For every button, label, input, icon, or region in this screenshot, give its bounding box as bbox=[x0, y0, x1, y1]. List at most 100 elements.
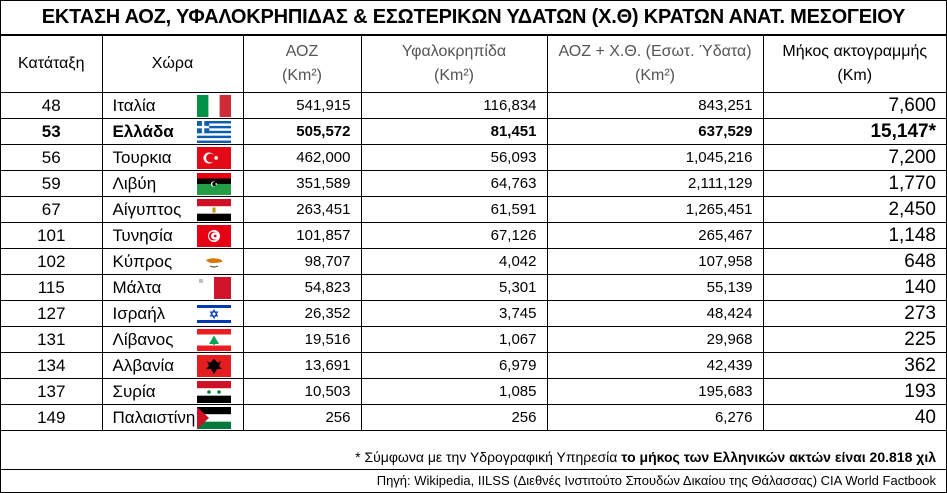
header-eez-inner-line2: (Km²) bbox=[635, 67, 675, 84]
coastline-cell-text: 15,147* bbox=[870, 120, 936, 142]
coastline-cell-text: 7,200 bbox=[888, 146, 936, 168]
shelf-cell: 3,745 bbox=[360, 300, 548, 327]
rank-cell-text: 134 bbox=[37, 355, 66, 375]
eez-cell: 101,857 bbox=[242, 222, 362, 249]
eez-cell-text: 98,707 bbox=[304, 253, 351, 270]
table-row: 131 Λίβανος 19,516 1,067 29,968 225 bbox=[1, 326, 946, 353]
eez-inner-cell-text: 843,251 bbox=[698, 97, 753, 114]
rank-cell-text: 131 bbox=[37, 329, 66, 349]
eez-cell-text: 54,823 bbox=[304, 279, 351, 296]
country-cell: Τουρκια bbox=[101, 144, 244, 171]
shelf-cell: 67,126 bbox=[360, 222, 548, 249]
eez-cell: 98,707 bbox=[242, 248, 362, 275]
country-cell-text: Συρία bbox=[112, 381, 156, 401]
egypt-flag bbox=[196, 199, 231, 221]
palestine-flag bbox=[196, 407, 231, 429]
shelf-cell-text: 6,979 bbox=[498, 357, 537, 374]
eez-inner-cell-text: 29,968 bbox=[706, 331, 753, 348]
header-coast-line2: (Km) bbox=[837, 67, 873, 84]
syria-flag bbox=[196, 381, 231, 403]
eez-inner-cell: 2,111,129 bbox=[546, 170, 764, 197]
country-cell-text: Μάλτα bbox=[112, 277, 162, 297]
eez-cell-text: 505,572 bbox=[296, 123, 351, 140]
country-cell-text: Κύπρος bbox=[112, 251, 173, 271]
rank-cell: 48 bbox=[1, 92, 103, 119]
shelf-cell: 116,834 bbox=[360, 92, 548, 119]
eez-inner-cell-text: 2,111,129 bbox=[687, 175, 753, 192]
country-cell: Αίγυπτος bbox=[101, 196, 244, 223]
table-row: 53 Ελλάδα 505,572 81,451 637,529 15,147* bbox=[1, 118, 946, 145]
shelf-cell: 61,591 bbox=[360, 196, 548, 223]
country-cell-text: Ισραήλ bbox=[112, 303, 166, 323]
shelf-cell-text: 4,042 bbox=[498, 253, 537, 270]
eez-inner-cell: 48,424 bbox=[546, 300, 764, 327]
eez-cell-text: 26,352 bbox=[304, 305, 351, 322]
eez-inner-cell: 265,467 bbox=[546, 222, 764, 249]
eez-cell-text: 256 bbox=[325, 409, 351, 426]
table-row: 101 Τυνησία 101,857 67,126 265,467 1,148 bbox=[1, 222, 946, 249]
rank-cell-text: 101 bbox=[37, 225, 66, 245]
coastline-cell: 273 bbox=[762, 300, 946, 327]
shelf-cell: 5,301 bbox=[360, 274, 548, 301]
rank-cell-text: 59 bbox=[41, 173, 61, 193]
country-cell: Λιβύη bbox=[101, 170, 244, 197]
eez-cell: 26,352 bbox=[242, 300, 362, 327]
libya-flag bbox=[196, 173, 231, 195]
rank-cell-text: 56 bbox=[41, 147, 61, 167]
eez-inner-cell: 107,958 bbox=[546, 248, 764, 275]
eez-cell-text: 462,000 bbox=[296, 149, 351, 166]
country-cell-text: Αίγυπτος bbox=[112, 199, 182, 219]
eez-inner-cell: 6,276 bbox=[546, 404, 764, 431]
country-cell-text: Τουρκια bbox=[112, 147, 172, 167]
country-cell: Κύπρος bbox=[101, 248, 244, 275]
table-row: 149 Παλαιστίνη 256 256 6,276 40 bbox=[1, 404, 946, 431]
header-row: Κατάταξη Χώρα ΑΟΖ (Km²) Υφαλοκρηπίδα (Km… bbox=[1, 35, 946, 93]
shelf-cell: 1,085 bbox=[360, 378, 548, 405]
coastline-cell-text: 362 bbox=[904, 354, 936, 376]
coastline-cell-text: 225 bbox=[904, 328, 936, 350]
table-row: 127 Ισραήλ 26,352 3,745 48,424 273 bbox=[1, 300, 946, 327]
eez-inner-cell: 1,265,451 bbox=[546, 196, 764, 223]
eez-cell-text: 19,516 bbox=[304, 331, 351, 348]
coastline-cell-text: 140 bbox=[904, 276, 936, 298]
rank-cell-text: 67 bbox=[41, 199, 61, 219]
country-cell: Αλβανία bbox=[101, 352, 244, 379]
shelf-cell-text: 256 bbox=[511, 409, 537, 426]
country-cell: Τυνησία bbox=[101, 222, 244, 249]
greece-flag bbox=[196, 121, 231, 143]
israel-flag bbox=[196, 303, 231, 325]
table-row: 59 Λιβύη 351,589 64,763 2,111,129 1,770 bbox=[1, 170, 946, 197]
country-cell-text: Ελλάδα bbox=[112, 121, 174, 141]
country-cell-text: Λιβύη bbox=[112, 173, 157, 193]
cyprus-flag bbox=[196, 251, 231, 273]
eez-inner-cell: 843,251 bbox=[546, 92, 764, 119]
eez-inner-cell-text: 1,045,216 bbox=[685, 149, 753, 166]
header-shelf: Υφαλοκρηπίδα (Km²) bbox=[360, 35, 548, 93]
eez-inner-cell: 637,529 bbox=[546, 118, 764, 145]
rank-cell-text: 102 bbox=[37, 251, 66, 271]
rank-cell-text: 149 bbox=[37, 407, 66, 427]
eez-inner-cell-text: 195,683 bbox=[698, 383, 753, 400]
shelf-cell-text: 64,763 bbox=[490, 175, 537, 192]
footnote-text: * Σύμφωνα με την Υδρογραφική Υπηρεσία bbox=[355, 449, 622, 465]
eez-inner-cell: 195,683 bbox=[546, 378, 764, 405]
malta-flag bbox=[196, 277, 231, 299]
eez-inner-cell: 55,139 bbox=[546, 274, 764, 301]
rank-cell: 101 bbox=[1, 222, 103, 249]
rank-cell-text: 115 bbox=[37, 277, 65, 297]
albania-flag bbox=[196, 355, 231, 377]
coastline-cell: 1,770 bbox=[762, 170, 946, 197]
rank-cell-text: 53 bbox=[41, 121, 61, 141]
table-body: 48 Ιταλία 541,915 116,834 843,251 7,600 53 Ελλά… bbox=[1, 92, 946, 431]
coastline-cell: 40 bbox=[762, 404, 946, 431]
country-cell-text: Ιταλία bbox=[112, 95, 156, 115]
eez-cell-text: 10,503 bbox=[304, 383, 351, 400]
rank-cell: 102 bbox=[1, 248, 103, 275]
footnote-bold: το μήκος των Ελληνικών ακτών είναι 20.81… bbox=[621, 449, 936, 465]
table-row: 137 Συρία 10,503 1,085 195,683 193 bbox=[1, 378, 946, 405]
footnote: * Σύμφωνα με την Υδρογραφική Υπηρεσία το… bbox=[1, 445, 946, 470]
header-shelf-line2: (Km²) bbox=[434, 67, 474, 84]
eez-inner-cell-text: 637,529 bbox=[698, 123, 753, 140]
country-cell: Λίβανος bbox=[101, 326, 244, 353]
eez-inner-cell: 1,045,216 bbox=[546, 144, 764, 171]
